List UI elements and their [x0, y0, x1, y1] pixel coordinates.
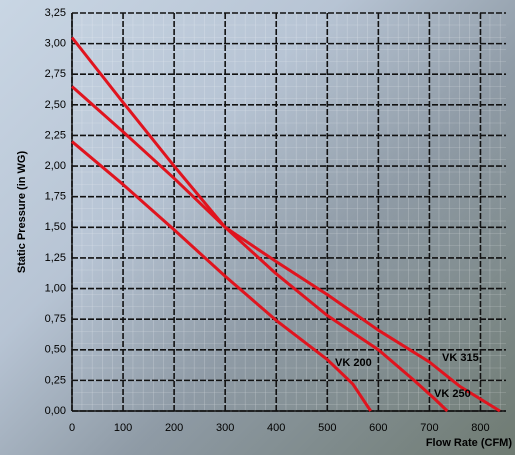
x-tick-label: 800 — [471, 422, 489, 434]
y-axis-label: Static Pressure (in WG) — [16, 151, 28, 274]
y-tick-label: 1,50 — [45, 221, 66, 233]
series-line — [70, 36, 449, 413]
x-tick-label: 300 — [216, 422, 234, 434]
x-tick-label: 600 — [369, 422, 387, 434]
series-label: VK 315 — [442, 352, 479, 364]
y-tick-label: 0,50 — [45, 344, 66, 356]
series-label: VK 250 — [434, 388, 471, 400]
x-tick-label: 200 — [165, 422, 183, 434]
series-line — [71, 85, 501, 413]
series-line — [71, 140, 372, 412]
series-label: VK 200 — [335, 357, 372, 369]
y-tick-label: 2,00 — [45, 160, 66, 172]
y-tick-label: 1,25 — [45, 252, 66, 264]
y-tick-label: 0,75 — [45, 313, 66, 325]
x-tick-label: 100 — [114, 422, 132, 434]
x-axis-label: Flow Rate (CFM) — [426, 437, 512, 449]
y-tick-label: 1,00 — [45, 282, 66, 294]
y-tick-label: 0,25 — [45, 374, 66, 386]
y-tick-label: 2,75 — [45, 68, 66, 80]
x-tick-label: 700 — [420, 422, 438, 434]
y-tick-label: 2,25 — [45, 129, 66, 141]
x-tick-label: 400 — [267, 422, 285, 434]
x-tick-label: 500 — [318, 422, 336, 434]
y-tick-label: 0,00 — [45, 405, 66, 417]
x-tick-label: 0 — [69, 422, 75, 434]
y-tick-label: 2,50 — [45, 99, 66, 111]
y-tick-label: 1,75 — [45, 191, 66, 203]
y-tick-label: 3,25 — [45, 7, 66, 19]
minor-grid — [72, 13, 506, 411]
y-tick-label: 3,00 — [45, 38, 66, 50]
